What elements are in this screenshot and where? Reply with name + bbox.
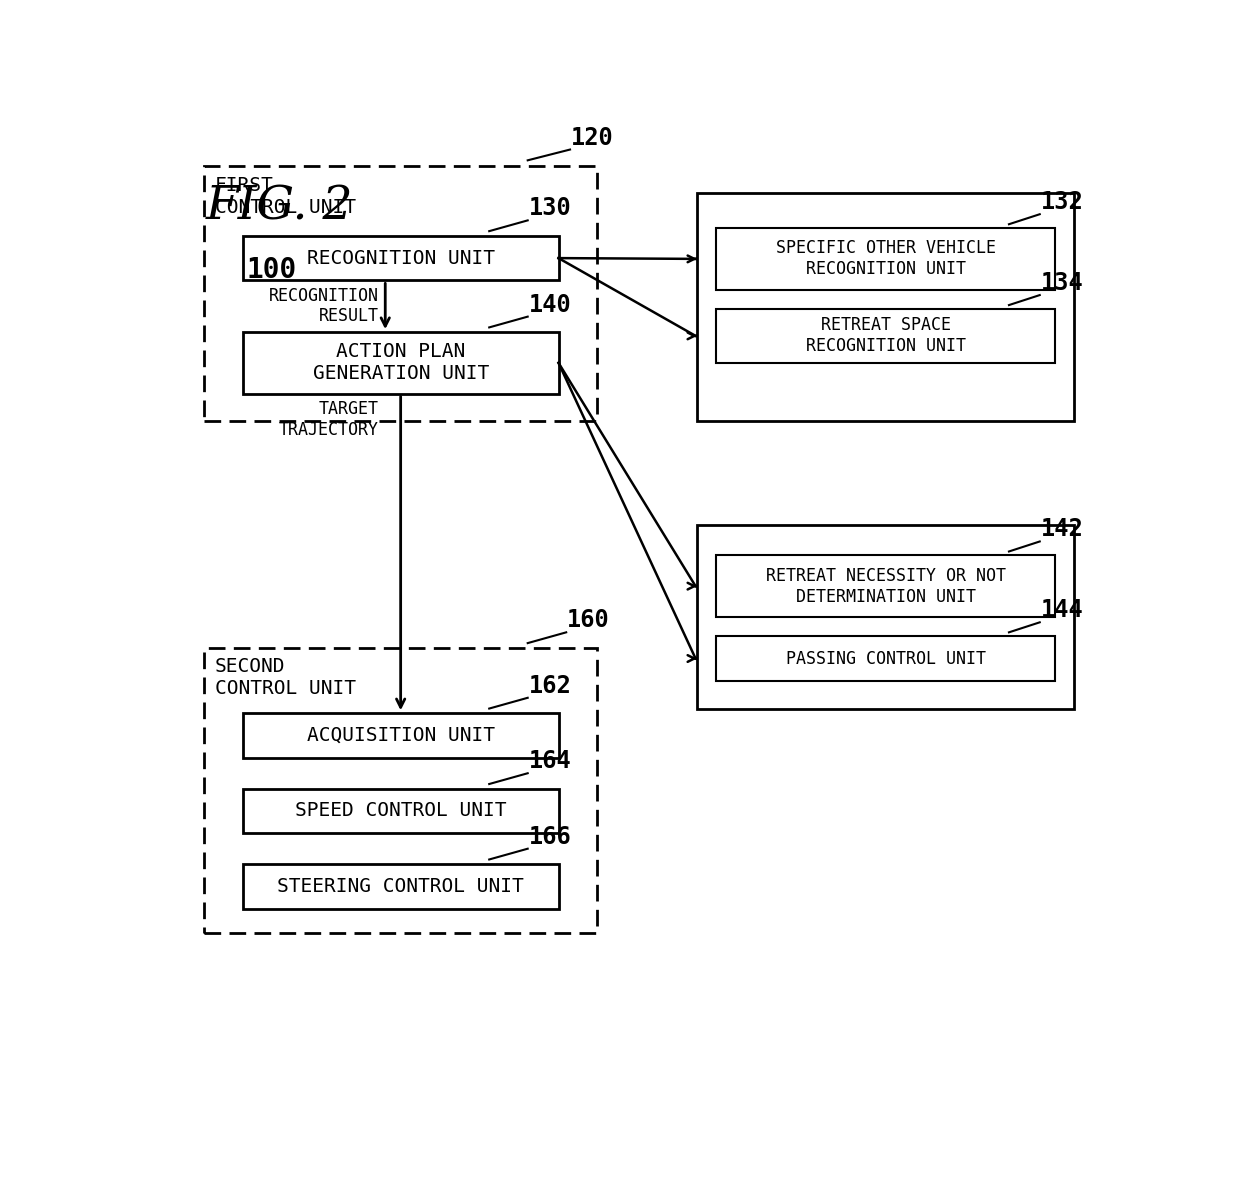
Text: RETREAT NECESSITY OR NOT
DETERMINATION UNIT: RETREAT NECESSITY OR NOT DETERMINATION U… <box>766 566 1006 605</box>
FancyBboxPatch shape <box>717 309 1055 363</box>
FancyBboxPatch shape <box>243 713 558 758</box>
FancyBboxPatch shape <box>205 648 596 933</box>
Text: 120: 120 <box>570 125 614 150</box>
Text: 144: 144 <box>1040 598 1084 622</box>
Text: PASSING CONTROL UNIT: PASSING CONTROL UNIT <box>786 650 986 668</box>
Text: 132: 132 <box>1040 190 1084 214</box>
FancyBboxPatch shape <box>243 332 558 394</box>
FancyBboxPatch shape <box>717 556 1055 617</box>
Text: RECOGNITION UNIT: RECOGNITION UNIT <box>306 248 495 267</box>
FancyBboxPatch shape <box>717 228 1055 290</box>
FancyBboxPatch shape <box>697 194 1074 421</box>
Text: 130: 130 <box>528 196 572 220</box>
Text: ACTION PLAN
GENERATION UNIT: ACTION PLAN GENERATION UNIT <box>312 343 489 383</box>
Text: 164: 164 <box>528 749 572 773</box>
Text: 166: 166 <box>528 825 572 849</box>
Text: 162: 162 <box>528 674 572 697</box>
FancyBboxPatch shape <box>243 788 558 833</box>
Text: 140: 140 <box>528 293 572 317</box>
FancyBboxPatch shape <box>243 864 558 909</box>
Text: FIRST
CONTROL UNIT: FIRST CONTROL UNIT <box>215 176 356 216</box>
FancyBboxPatch shape <box>205 167 596 421</box>
Text: 134: 134 <box>1040 271 1084 296</box>
Text: TARGET
TRAJECTORY: TARGET TRAJECTORY <box>279 400 379 439</box>
Text: SPECIFIC OTHER VEHICLE
RECOGNITION UNIT: SPECIFIC OTHER VEHICLE RECOGNITION UNIT <box>776 240 996 278</box>
Text: FIG. 2: FIG. 2 <box>206 184 353 229</box>
FancyBboxPatch shape <box>697 525 1074 709</box>
Text: SECOND
CONTROL UNIT: SECOND CONTROL UNIT <box>215 657 356 697</box>
Text: 142: 142 <box>1040 518 1084 541</box>
FancyBboxPatch shape <box>717 636 1055 681</box>
Text: STEERING CONTROL UNIT: STEERING CONTROL UNIT <box>278 877 525 896</box>
Text: RECOGNITION
RESULT: RECOGNITION RESULT <box>269 286 379 325</box>
Text: ACQUISITION UNIT: ACQUISITION UNIT <box>306 726 495 745</box>
Text: 100: 100 <box>247 255 296 284</box>
Text: SPEED CONTROL UNIT: SPEED CONTROL UNIT <box>295 801 506 820</box>
Text: RETREAT SPACE
RECOGNITION UNIT: RETREAT SPACE RECOGNITION UNIT <box>806 317 966 356</box>
FancyBboxPatch shape <box>243 235 558 280</box>
Text: 160: 160 <box>567 609 610 632</box>
